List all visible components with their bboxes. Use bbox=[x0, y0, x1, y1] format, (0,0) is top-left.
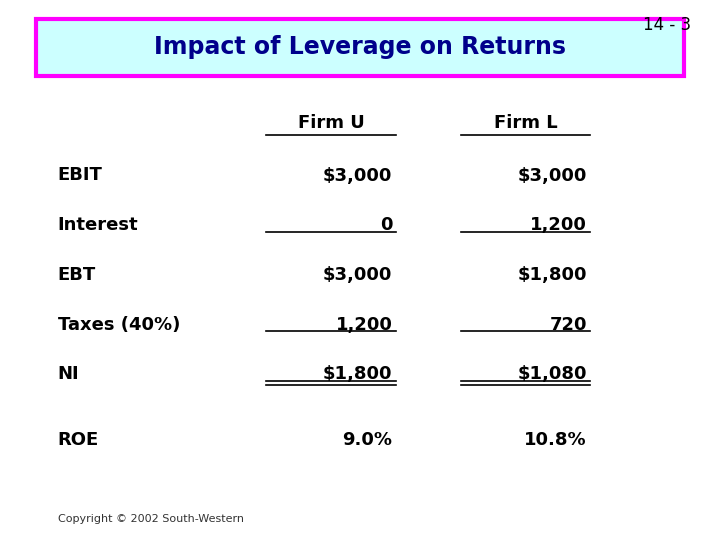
Text: 0: 0 bbox=[380, 216, 392, 234]
Text: Firm U: Firm U bbox=[298, 114, 364, 132]
Text: Impact of Leverage on Returns: Impact of Leverage on Returns bbox=[154, 35, 566, 59]
Text: Copyright © 2002 South-Western: Copyright © 2002 South-Western bbox=[58, 514, 243, 524]
Text: $3,000: $3,000 bbox=[518, 166, 587, 185]
Text: ROE: ROE bbox=[58, 431, 99, 449]
FancyBboxPatch shape bbox=[36, 19, 684, 76]
Text: 1,200: 1,200 bbox=[336, 315, 392, 334]
Text: 10.8%: 10.8% bbox=[524, 431, 587, 449]
Text: 14 - 3: 14 - 3 bbox=[643, 16, 691, 34]
Text: 720: 720 bbox=[549, 315, 587, 334]
Text: $1,080: $1,080 bbox=[517, 365, 587, 383]
Text: $1,800: $1,800 bbox=[517, 266, 587, 284]
Text: $1,800: $1,800 bbox=[323, 365, 392, 383]
Text: $3,000: $3,000 bbox=[323, 266, 392, 284]
Text: NI: NI bbox=[58, 365, 79, 383]
Text: Firm L: Firm L bbox=[494, 114, 557, 132]
Text: Taxes (40%): Taxes (40%) bbox=[58, 315, 180, 334]
Text: EBT: EBT bbox=[58, 266, 96, 284]
Text: 9.0%: 9.0% bbox=[343, 431, 392, 449]
Text: EBIT: EBIT bbox=[58, 166, 102, 185]
Text: Interest: Interest bbox=[58, 216, 138, 234]
Text: $3,000: $3,000 bbox=[323, 166, 392, 185]
Text: 1,200: 1,200 bbox=[530, 216, 587, 234]
